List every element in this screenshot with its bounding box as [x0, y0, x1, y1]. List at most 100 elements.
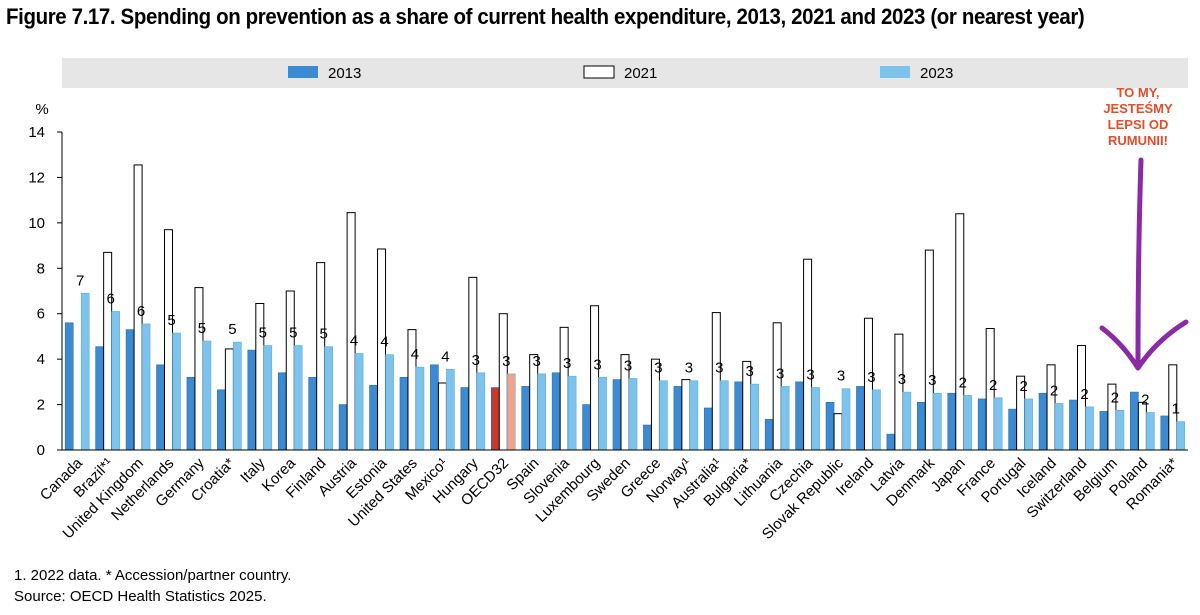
annotation-arrow-shaft — [1135, 157, 1144, 365]
data-label-24: 3 — [806, 367, 814, 384]
bar-2013-15 — [521, 386, 531, 451]
data-label-31: 2 — [1019, 378, 1027, 395]
bar-2023-22 — [750, 383, 760, 451]
bar-2023-10 — [385, 354, 394, 451]
bar-2023-1 — [111, 311, 120, 451]
y-tick-label: 10 — [28, 215, 45, 232]
bar-2023-7 — [293, 345, 303, 451]
annotation-arrow-head — [1099, 319, 1189, 371]
bars — [64, 164, 1186, 451]
bar-2023-11 — [415, 366, 425, 451]
bar-2013-6 — [247, 349, 257, 451]
bar-2013-23 — [764, 419, 774, 451]
bar-2023-19 — [659, 380, 668, 451]
bar-2023-31 — [1024, 398, 1033, 451]
data-label-3: 5 — [167, 312, 175, 329]
bar-2021-12 — [437, 382, 447, 451]
bar-2013-24 — [795, 381, 804, 451]
bar-2023-21 — [719, 380, 729, 451]
bar-2023-8 — [324, 346, 333, 451]
bar-2013-25 — [825, 401, 835, 451]
bar-2023-25 — [841, 388, 851, 451]
y-axis: 0 2 4 6 8 10 12 14 — [28, 124, 63, 459]
data-label-11: 4 — [411, 346, 419, 363]
bar-2021-29 — [955, 213, 965, 451]
legend-swatch-2013 — [288, 66, 318, 78]
legend: 2013 2021 2023 — [288, 65, 953, 82]
bar-2013-29 — [947, 392, 957, 451]
data-label-6: 5 — [259, 325, 267, 342]
bar-2013-11 — [399, 377, 409, 451]
bar-2013-19 — [643, 424, 652, 451]
legend-swatch-2021 — [583, 65, 615, 79]
bar-2023-23 — [780, 386, 790, 451]
data-label-36: 1 — [1172, 401, 1180, 418]
data-label-20: 3 — [685, 360, 693, 377]
bar-2013-2 — [125, 329, 135, 451]
bar-2023-3 — [172, 332, 181, 451]
bar-2021-14 — [498, 313, 508, 451]
data-label-29: 2 — [959, 374, 967, 391]
data-labels: 7 6 6 5 5 5 5 5 5 4 4 4 4 3 3 3 3 3 3 3 3 3 3 3 3 3 3 3 3 2 2 2 2 2 2 2 1 — [76, 272, 1180, 417]
bar-2013-10 — [369, 384, 378, 451]
bar-2013-33 — [1069, 399, 1078, 451]
y-axis-label: % — [35, 101, 48, 118]
bar-2013-27 — [886, 433, 896, 451]
bar-2021-28 — [924, 249, 934, 451]
bar-2023-36 — [1176, 421, 1186, 451]
bar-2023-14 — [506, 373, 516, 451]
bar-2023-24 — [811, 387, 820, 451]
bar-2021-8 — [316, 262, 326, 451]
data-label-23: 3 — [776, 365, 784, 382]
bar-2013-34 — [1099, 411, 1109, 451]
legend-label-2021: 2021 — [624, 65, 657, 82]
legend-label-2013: 2013 — [328, 65, 361, 82]
y-tick-label: 4 — [37, 351, 45, 368]
bar-2023-30 — [993, 397, 1003, 451]
bar-2013-9 — [338, 404, 348, 451]
bar-2021-5 — [224, 348, 234, 451]
bar-2013-5 — [217, 389, 226, 451]
data-label-7: 5 — [289, 325, 297, 342]
data-label-12: 4 — [441, 348, 449, 365]
data-label-15: 3 — [533, 353, 541, 370]
bar-2013-14 — [490, 387, 500, 451]
data-label-35: 2 — [1141, 392, 1149, 409]
bar-2013-0 — [64, 322, 74, 451]
y-tick-label: 2 — [37, 397, 45, 414]
data-label-16: 3 — [563, 355, 571, 372]
bar-2021-25 — [833, 413, 843, 451]
data-label-33: 2 — [1080, 386, 1088, 403]
legend-band — [62, 58, 1188, 88]
data-label-2: 6 — [137, 303, 145, 320]
data-label-1: 6 — [106, 290, 114, 307]
bar-2023-0 — [80, 292, 90, 451]
data-label-22: 3 — [746, 363, 754, 380]
bar-2013-26 — [856, 386, 865, 451]
y-tick-label: 6 — [37, 306, 45, 323]
bar-2013-35 — [1130, 391, 1139, 451]
data-label-0: 7 — [76, 272, 84, 289]
bar-2013-3 — [156, 364, 165, 451]
bar-2023-2 — [141, 323, 151, 451]
bar-2013-12 — [430, 364, 439, 451]
bar-2023-16 — [567, 375, 577, 451]
bar-2013-28 — [917, 401, 926, 451]
bar-2023-27 — [902, 391, 912, 451]
footnote: 1. 2022 data. * Accession/partner countr… — [14, 567, 292, 584]
bar-2013-32 — [1038, 392, 1048, 451]
bar-2013-36 — [1160, 415, 1170, 451]
bar-2013-1 — [95, 346, 104, 451]
data-label-30: 2 — [989, 377, 997, 394]
data-label-17: 3 — [593, 356, 601, 373]
y-tick-label: 8 — [37, 260, 45, 277]
bar-2013-20 — [673, 386, 683, 451]
bar-2013-21 — [703, 407, 713, 451]
bar-2023-13 — [476, 372, 486, 451]
bar-2023-34 — [1115, 409, 1125, 451]
annotation-text-line: LEPSI OD — [1108, 117, 1169, 132]
data-label-10: 4 — [380, 334, 388, 351]
bar-2021-4 — [194, 287, 204, 451]
